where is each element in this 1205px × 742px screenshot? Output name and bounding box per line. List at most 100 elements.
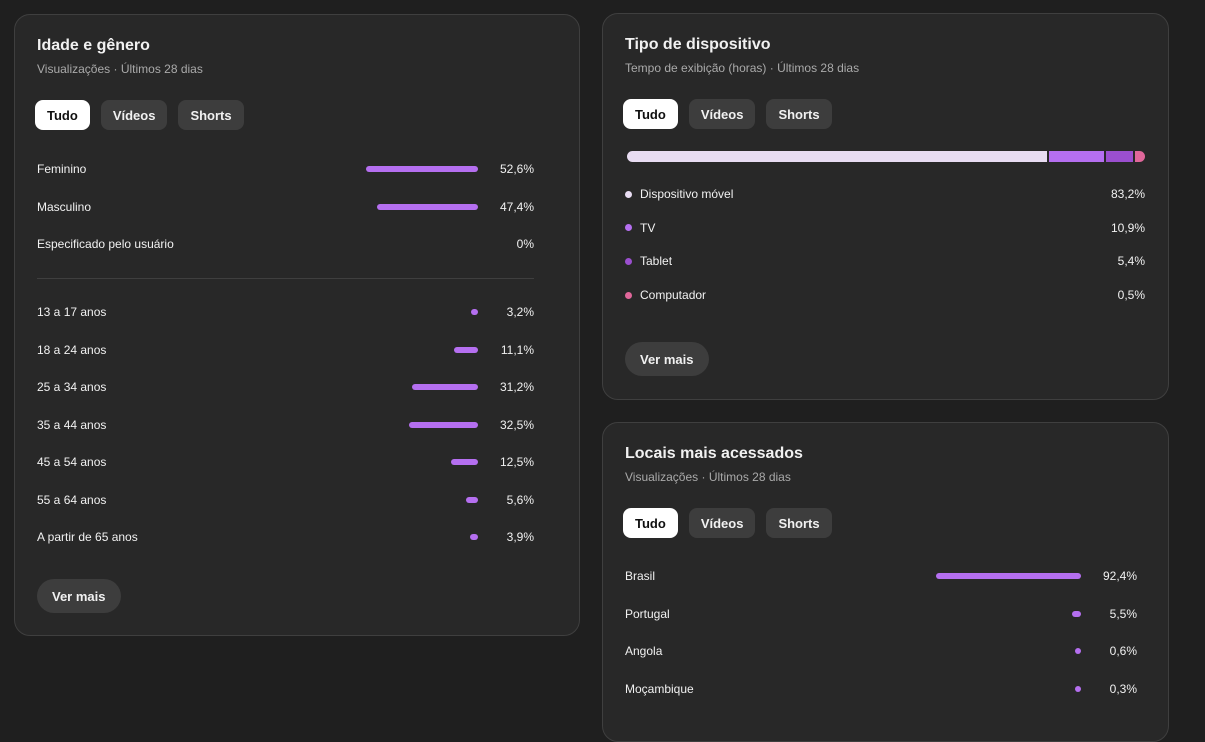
legend-dot-icon xyxy=(625,190,632,198)
list-item: Portugal 5,5% xyxy=(625,604,1137,624)
item-label: 55 a 64 anos xyxy=(37,492,107,507)
item-label: 25 a 34 anos xyxy=(37,380,107,394)
list-item: 55 a 64 anos 5,6% xyxy=(37,490,534,510)
list-item: Masculino 47,4% xyxy=(37,197,534,217)
filter-chips: Tudo Vídeos Shorts xyxy=(35,100,244,130)
item-value: 0,6% xyxy=(1109,644,1137,658)
item-value: 3,2% xyxy=(506,305,534,319)
bar-track xyxy=(930,610,1081,617)
item-value: 52,6% xyxy=(499,162,534,176)
value-bar xyxy=(471,309,478,315)
bar-track xyxy=(930,685,1081,692)
bar-track xyxy=(403,346,478,353)
item-value: 0% xyxy=(516,237,534,251)
device-type-card: Tipo de dispositivo Tempo de exibição (h… xyxy=(602,13,1169,400)
bar-track xyxy=(403,421,478,428)
legend-label: TV xyxy=(640,220,656,235)
list-item: 13 a 17 anos 3,2% xyxy=(37,302,534,322)
value-bar xyxy=(1075,685,1081,692)
filter-chips: Tudo Vídeos Shorts xyxy=(623,508,832,538)
chip-shorts[interactable]: Shorts xyxy=(766,508,832,538)
card-subtitle: Visualizações · Últimos 28 dias xyxy=(37,62,203,76)
item-label: 18 a 24 anos xyxy=(37,342,107,357)
bar-track xyxy=(403,309,478,315)
item-label: Masculino xyxy=(37,199,92,214)
top-places-card: Locais mais acessados Visualizações · Úl… xyxy=(602,422,1169,742)
bar-track xyxy=(360,203,478,210)
item-label: Moçambique xyxy=(625,681,694,696)
bar-track xyxy=(403,459,478,465)
chip-all[interactable]: Tudo xyxy=(623,508,678,538)
card-title: Idade e gênero xyxy=(37,37,150,54)
age-gender-card: Idade e gênero Visualizações · Últimos 2… xyxy=(14,14,580,636)
bar-track xyxy=(360,166,478,172)
item-value: 12,5% xyxy=(499,455,534,469)
bar-track xyxy=(930,648,1081,654)
item-value: 5,6% xyxy=(506,492,534,507)
item-value: 11,1% xyxy=(500,342,534,357)
value-bar xyxy=(470,534,478,540)
value-bar xyxy=(936,573,1081,579)
divider xyxy=(37,278,534,279)
legend-value: 0,5% xyxy=(1117,288,1145,303)
see-more-button[interactable]: Ver mais xyxy=(625,342,709,376)
item-value: 47,4% xyxy=(499,199,534,214)
item-value: 5,5% xyxy=(1109,606,1137,621)
list-item: 25 a 34 anos 31,2% xyxy=(37,377,534,397)
filter-chips: Tudo Vídeos Shorts xyxy=(623,99,832,129)
list-item: Angola 0,6% xyxy=(625,641,1137,661)
legend-dot-icon xyxy=(625,291,632,299)
see-more-button[interactable]: Ver mais xyxy=(37,579,121,613)
value-bar xyxy=(466,496,478,503)
legend-value: 10,9% xyxy=(1110,220,1145,235)
card-title: Locais mais acessados xyxy=(625,445,803,462)
bar-track xyxy=(403,496,478,503)
item-value: 92,4% xyxy=(1102,569,1137,583)
bar-track xyxy=(403,384,478,390)
list-item: Brasil 92,4% xyxy=(625,566,1137,586)
item-label: Feminino xyxy=(37,162,87,176)
item-label: 45 a 54 anos xyxy=(37,455,107,469)
value-bar xyxy=(1075,648,1081,654)
stack-segment xyxy=(1105,151,1134,162)
chip-shorts[interactable]: Shorts xyxy=(766,99,832,129)
item-label: Angola xyxy=(625,644,663,658)
list-item: Moçambique 0,3% xyxy=(625,679,1137,699)
legend-dot-icon xyxy=(625,257,632,265)
legend-item: Computador 0,5% xyxy=(625,285,1145,305)
legend-label: Dispositivo móvel xyxy=(640,187,734,201)
chip-videos[interactable]: Vídeos xyxy=(100,100,168,130)
list-item: 45 a 54 anos 12,5% xyxy=(37,452,534,472)
list-item: Feminino 52,6% xyxy=(37,159,534,179)
legend-value: 83,2% xyxy=(1110,187,1145,201)
chip-videos[interactable]: Vídeos xyxy=(688,508,756,538)
item-label: 35 a 44 anos xyxy=(37,417,107,432)
value-bar xyxy=(412,384,478,390)
card-subtitle: Tempo de exibição (horas) · Últimos 28 d… xyxy=(625,61,860,75)
stack-segment xyxy=(1135,151,1146,162)
legend-value: 5,4% xyxy=(1117,254,1145,269)
item-value: 32,5% xyxy=(499,417,534,432)
value-bar xyxy=(454,346,478,353)
device-stacked-bar xyxy=(627,151,1146,162)
chip-videos[interactable]: Vídeos xyxy=(688,99,756,129)
chip-all[interactable]: Tudo xyxy=(35,100,90,130)
legend-item: TV 10,9% xyxy=(625,218,1145,238)
item-label: Especificado pelo usuário xyxy=(37,237,174,251)
bar-track xyxy=(403,534,478,540)
item-label: 13 a 17 anos xyxy=(37,305,107,319)
list-item: Especificado pelo usuário 0% xyxy=(37,234,534,254)
item-label: Portugal xyxy=(625,606,670,621)
bar-track xyxy=(930,573,1081,579)
legend-dot-icon xyxy=(625,224,632,232)
list-item: A partir de 65 anos 3,9% xyxy=(37,527,534,547)
card-title: Tipo de dispositivo xyxy=(625,36,771,53)
chip-all[interactable]: Tudo xyxy=(623,99,678,129)
value-bar xyxy=(366,166,478,172)
stack-segment xyxy=(627,151,1047,162)
item-label: Brasil xyxy=(625,569,656,583)
legend-item: Tablet 5,4% xyxy=(625,251,1145,271)
list-item: 18 a 24 anos 11,1% xyxy=(37,340,534,360)
value-bar xyxy=(1072,610,1081,617)
chip-shorts[interactable]: Shorts xyxy=(178,100,244,130)
